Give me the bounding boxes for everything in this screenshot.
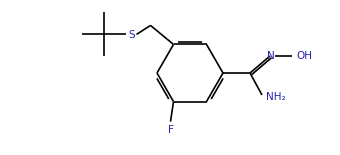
Text: S: S bbox=[128, 30, 135, 40]
Text: NH₂: NH₂ bbox=[266, 92, 286, 102]
Text: OH: OH bbox=[296, 51, 312, 61]
Text: F: F bbox=[168, 125, 173, 135]
Text: N: N bbox=[267, 51, 275, 61]
